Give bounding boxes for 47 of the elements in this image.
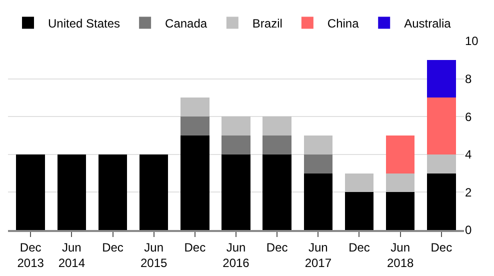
bar bbox=[262, 154, 292, 230]
bar bbox=[304, 154, 333, 174]
x-tick-label: Jun 2016 bbox=[222, 240, 250, 270]
x-tick-label: Jun 2018 bbox=[386, 240, 414, 270]
bar bbox=[386, 173, 415, 192]
bar bbox=[427, 98, 456, 154]
bar bbox=[262, 116, 292, 136]
x-tick-label: Dec bbox=[430, 240, 452, 254]
bar bbox=[98, 154, 128, 230]
y-tick-label: 2 bbox=[465, 185, 472, 200]
y-tick-label: 10 bbox=[465, 34, 479, 48]
bar bbox=[344, 192, 374, 230]
bar bbox=[222, 136, 250, 154]
bar bbox=[386, 136, 415, 174]
legend-label: Brazil bbox=[252, 16, 282, 30]
x-tick-label: Jun 2017 bbox=[304, 240, 332, 270]
bar bbox=[180, 136, 210, 230]
bar bbox=[222, 116, 250, 136]
x-tick-label: Dec bbox=[348, 240, 370, 254]
y-tick-label: 6 bbox=[465, 110, 472, 124]
y-tick-label: 8 bbox=[465, 72, 472, 86]
y-tick-label: 4 bbox=[465, 148, 472, 162]
legend-label: Canada bbox=[165, 16, 208, 30]
bar bbox=[304, 136, 333, 154]
bar bbox=[427, 154, 456, 174]
bar bbox=[222, 154, 250, 230]
bar bbox=[427, 173, 456, 230]
legend-label: Australia bbox=[404, 16, 452, 30]
bar bbox=[16, 154, 45, 230]
x-tick-label: Dec 2013 bbox=[17, 240, 44, 270]
bar bbox=[180, 116, 210, 136]
bar bbox=[344, 173, 374, 192]
bar bbox=[57, 154, 86, 230]
bar bbox=[139, 154, 168, 230]
x-tick-label: Dec bbox=[266, 240, 288, 254]
x-tick-label: Jun 2015 bbox=[140, 240, 168, 270]
bar bbox=[262, 136, 292, 154]
bar bbox=[427, 60, 456, 98]
x-tick-label: Jun 2014 bbox=[58, 240, 86, 270]
x-tick-label: Dec bbox=[184, 240, 206, 254]
y-tick-label: 0 bbox=[465, 223, 472, 238]
x-tick-label: Dec bbox=[102, 240, 124, 254]
legend-label: United States bbox=[48, 16, 120, 30]
bar bbox=[180, 98, 210, 117]
legend-label: China bbox=[327, 16, 360, 30]
bar bbox=[304, 173, 333, 230]
bar bbox=[386, 192, 415, 230]
